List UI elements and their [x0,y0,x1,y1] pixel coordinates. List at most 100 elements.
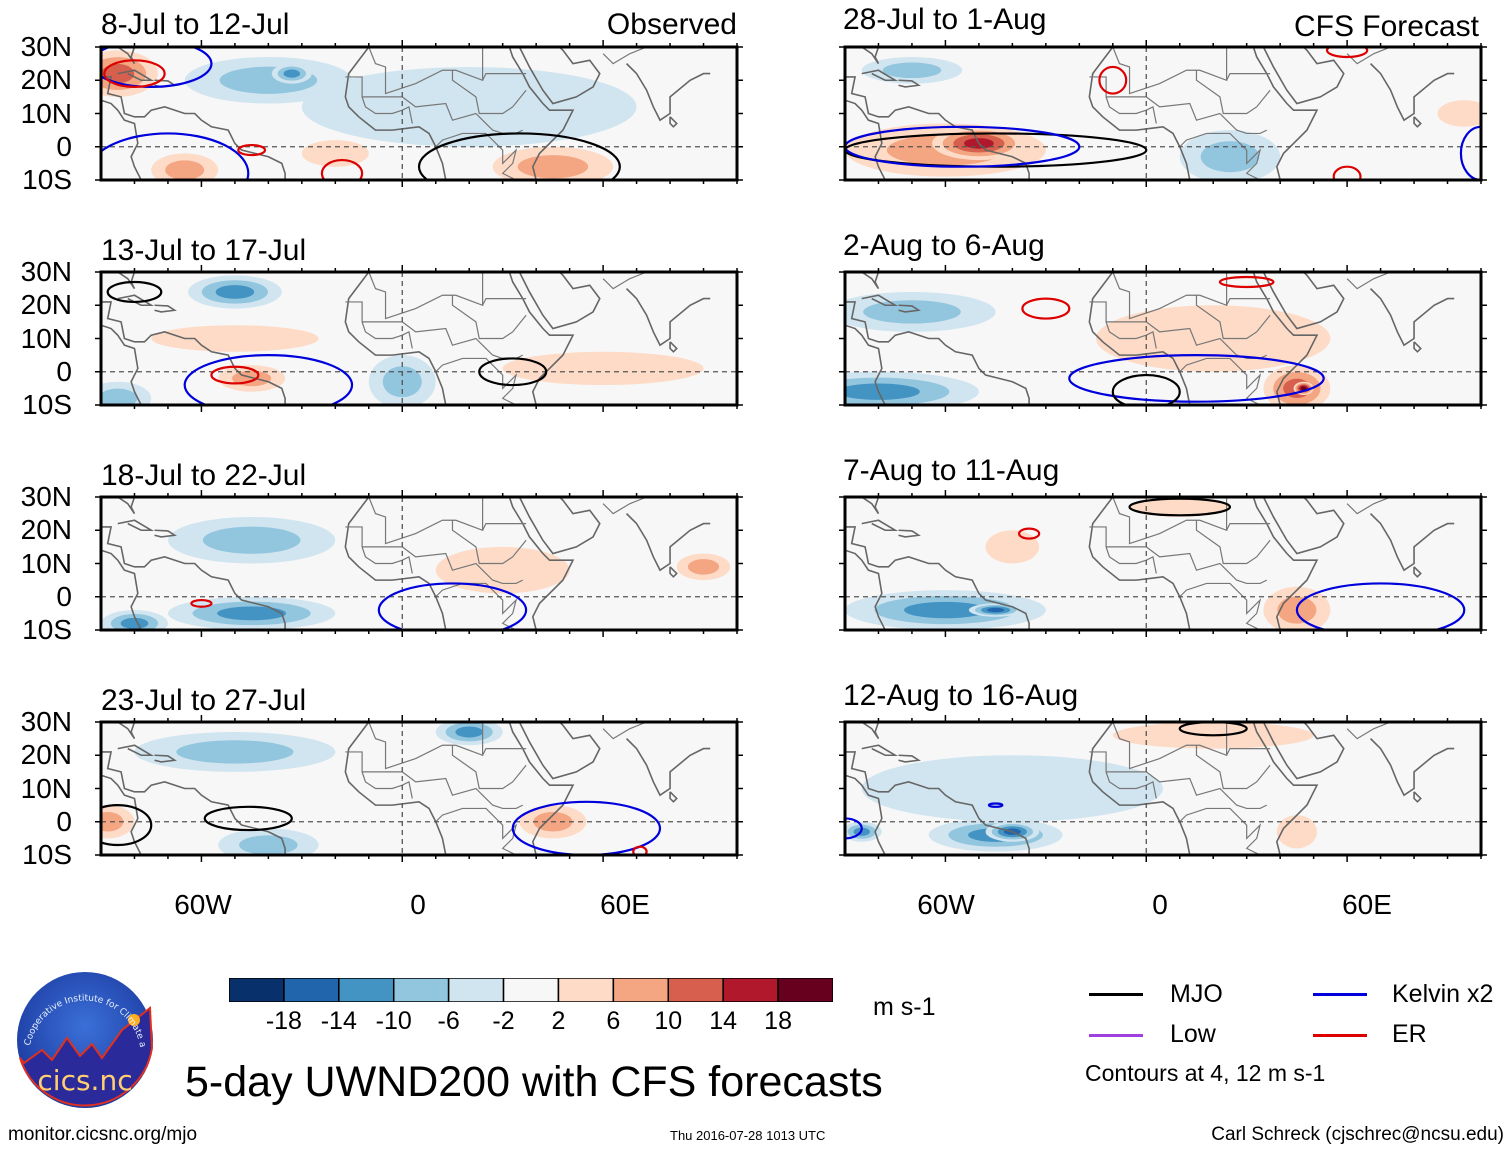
country-border [602,497,647,515]
x-tick-60w-left: 60W [174,889,232,920]
contour-kelvin-x2-1 [101,47,213,88]
country-border [1089,526,1268,585]
cfs-forecast-tag: CFS Forecast [1293,10,1479,43]
y-tick-label-0: 0 [56,130,72,162]
country-border [482,73,527,81]
panel-title-obs-2: 13-Jul to 17-Jul [101,234,307,267]
coastline [845,549,886,630]
anomaly-easterly-3-band-2 [882,62,942,79]
contour-kelvin-x2-2 [101,132,250,180]
coastline [1252,722,1319,855]
source-url[interactable]: monitor.cicsnc.org/mjo [8,1124,198,1145]
country-border [1179,807,1262,855]
x-tick-0-right: 0 [1152,889,1168,920]
contour-er-2 [1218,275,1275,289]
anomaly-westerly-6-band-1 [151,325,319,352]
coastline [101,526,286,630]
x-tick-60e-left: 60E [600,889,650,920]
coastline [154,754,177,763]
y-tick-label-20n: 20N [20,64,72,96]
coastline [101,99,142,180]
country-border [1346,497,1391,515]
coastline [117,69,155,82]
colorbar-swatch-11 [777,978,833,1002]
coastline [154,304,177,313]
coastline [518,722,601,780]
contour-mjo-4 [1111,373,1181,405]
contour-mjo-1 [1178,722,1248,737]
anomaly-easterly-1-band-3 [904,601,987,619]
units-label: m s-1 [873,993,936,1021]
anomaly-easterly-1-band-3 [215,285,255,299]
country-border [435,807,518,855]
country-border [1195,70,1271,115]
coastline [861,744,899,757]
anomaly-easterly-3-band-3 [283,69,301,78]
country-border [345,301,524,360]
coastline [845,301,1030,405]
coastline [101,751,286,855]
contour-kelvin-x2-2 [845,817,863,840]
coastline [845,526,1030,630]
anomaly-westerly-1-band-3 [101,64,135,84]
coastline [625,738,711,797]
country-border [1179,132,1262,180]
coastline [1413,341,1422,353]
legend-label-low: Low [1170,1020,1216,1048]
y-tick-label-20n: 20N [20,739,72,771]
coastline [845,324,886,405]
coastline [101,497,136,515]
coastline [845,751,1030,855]
coastline [845,722,880,740]
colorbar-swatch-8 [612,978,670,1002]
colorbar-swatch-7 [557,978,615,1002]
coastline [101,549,142,630]
country-border [602,722,647,740]
contour-kelvin-x2-3 [1068,354,1325,403]
map-panel-2 [95,265,743,412]
anomaly-westerly-4-band-2 [165,160,205,180]
coastline [898,754,921,763]
panel-title-fcst-2: 2-Aug to 6-Aug [843,229,1045,262]
coastline [845,774,886,855]
observed-tag: Observed [606,8,737,41]
country-border [451,70,527,115]
colorbar-label-10: 18 [764,1007,792,1035]
contour-kelvin-x2-2 [183,354,354,405]
coastline [101,76,286,180]
coastline [518,272,601,330]
country-border [1226,73,1271,81]
country-border [361,771,413,799]
map-panel-7 [839,490,1487,637]
country-border [1346,47,1391,65]
coastline [508,722,575,855]
y-tick-label-30n: 30N [20,31,72,62]
anomaly-easterly-1-band-2 [202,526,301,554]
colorbar-label-2: -14 [320,1007,357,1035]
legend-label-er: ER [1392,1020,1427,1048]
coastline [549,854,551,855]
coastline [1293,404,1295,405]
anomaly-easterly-5-band-3 [455,726,483,738]
coastline [1262,722,1345,780]
country-border [482,523,527,531]
coastline [117,294,155,307]
country-border [368,47,484,95]
legend-line-mjo [1089,993,1143,996]
coastline [101,301,286,405]
contour-mjo-2 [203,805,293,832]
contour-mjo-4 [478,357,548,387]
country-border [435,357,518,405]
country-border [451,295,527,340]
contour-mjo-1 [101,804,153,847]
anomaly-easterly-3-band-1 [861,755,1163,822]
contour-mjo-1 [106,280,163,304]
contour-kelvin-x2-3 [987,802,1004,808]
country-border [1226,748,1271,756]
panel-title-fcst-4: 12-Aug to 16-Aug [843,679,1079,712]
colorbar-label-9: 14 [709,1007,738,1035]
contour-er-1 [190,598,213,608]
anomaly-easterly-3-band-2 [101,388,138,405]
coastline [845,497,880,515]
coastline [101,272,136,290]
